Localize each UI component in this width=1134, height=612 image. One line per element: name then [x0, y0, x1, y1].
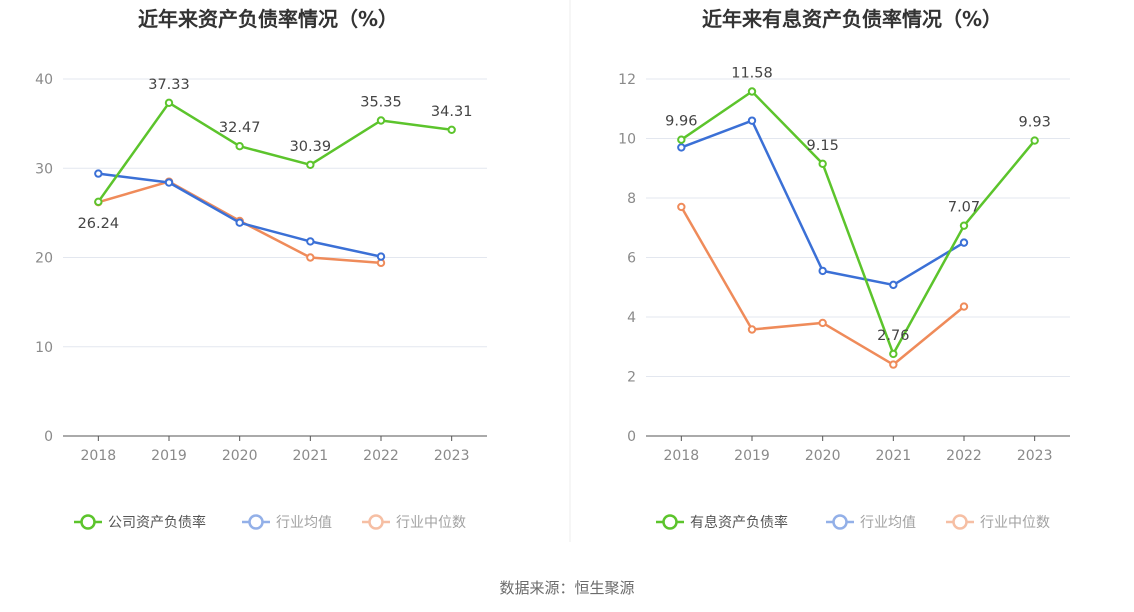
- legend-label: 行业中位数: [980, 515, 1050, 531]
- data-point: [889, 360, 898, 369]
- data-point: [235, 142, 244, 151]
- legend-item: 公司资产负债率: [74, 514, 206, 531]
- y-tick-label: 10: [618, 132, 636, 148]
- data-point: [959, 238, 969, 247]
- legend-label: 行业均值: [860, 515, 916, 531]
- data-point: [959, 221, 969, 230]
- x-tick-label: 2022: [946, 448, 982, 464]
- data-point: [818, 318, 827, 328]
- data-label: 7.07: [948, 200, 980, 216]
- x-tick-label: 2022: [363, 448, 399, 464]
- legend-item: 行业均值: [242, 514, 332, 531]
- data-point: [164, 178, 174, 187]
- legend-swatch-marker: [368, 514, 384, 530]
- x-tick-label: 2019: [734, 448, 770, 464]
- series-line-company: [97, 101, 452, 203]
- x-tick-label: 2023: [1017, 448, 1053, 464]
- chart-title: 近年来有息资产负债率情况（%）: [702, 7, 1002, 31]
- data-label: 9.15: [807, 138, 839, 154]
- debt-ratio-chart: 近年来资产负债率情况（%） 0 10 20 30 40 2018 2019 2020 2021 20…: [35, 7, 487, 531]
- data-point: [818, 266, 827, 276]
- data-source-note: 数据来源：恒生聚源: [499, 579, 634, 597]
- y-tick-label: 2: [627, 370, 636, 386]
- legend-label: 行业中位数: [396, 515, 466, 531]
- y-tick-label: 0: [627, 429, 636, 445]
- chart-title: 近年来资产负债率情况（%）: [138, 7, 398, 31]
- x-tick-label: 2021: [876, 448, 912, 464]
- x-tick-label: 2020: [805, 448, 841, 464]
- legend-label: 公司资产负债率: [108, 514, 206, 531]
- x-tick-label: 2023: [434, 448, 470, 464]
- y-tick-label: 10: [35, 340, 53, 356]
- data-label: 30.39: [290, 139, 332, 155]
- legend-swatch-marker: [832, 514, 848, 530]
- data-point: [447, 125, 456, 134]
- data-label: 37.33: [148, 77, 190, 93]
- x-tick-label: 2018: [81, 448, 117, 464]
- y-tick-label: 30: [35, 161, 53, 177]
- legend-swatch-marker: [80, 514, 96, 530]
- legend-item: 有息资产负债率: [656, 514, 788, 531]
- y-tick-label: 12: [618, 72, 636, 88]
- data-point: [677, 143, 686, 152]
- legend-swatch-marker: [952, 514, 968, 530]
- y-tick-label: 0: [44, 429, 53, 445]
- y-tick-label: 6: [627, 251, 636, 267]
- data-label: 11.58: [731, 65, 773, 81]
- data-point: [164, 98, 174, 108]
- data-label: 26.24: [78, 216, 120, 232]
- data-label: 9.93: [1019, 115, 1051, 131]
- data-label: 32.47: [219, 120, 261, 136]
- legend-swatch-marker: [248, 514, 264, 530]
- data-label: 2.76: [877, 328, 909, 344]
- data-point: [376, 252, 386, 261]
- data-point: [818, 159, 827, 168]
- data-point: [747, 87, 757, 96]
- y-tick-label: 4: [627, 310, 636, 326]
- data-point: [1030, 136, 1039, 145]
- data-point: [94, 197, 103, 207]
- y-tick-label: 40: [35, 72, 53, 88]
- data-point: [889, 280, 898, 290]
- data-point: [306, 160, 315, 169]
- legend-item: 行业中位数: [946, 514, 1050, 531]
- data-point: [889, 349, 898, 359]
- series-line-industry-median: [680, 206, 965, 366]
- data-label: 34.31: [431, 104, 473, 120]
- x-tick-label: 2019: [151, 448, 187, 464]
- x-tick-label: 2018: [664, 448, 700, 464]
- data-point: [747, 325, 757, 334]
- legend-item: 行业中位数: [362, 514, 466, 531]
- x-tick-label: 2021: [293, 448, 329, 464]
- legend-label: 行业均值: [276, 515, 332, 531]
- y-tick-label: 8: [627, 191, 636, 207]
- legend-item: 行业均值: [826, 514, 916, 531]
- interest-bearing-debt-ratio-chart: 近年来有息资产负债率情况（%） 0 2 4 6 8 10 12 2018 2019 2020 2021…: [618, 7, 1070, 531]
- data-point: [677, 135, 686, 144]
- data-point: [959, 302, 969, 311]
- series-line-industry-mean: [98, 172, 382, 258]
- y-tick-label: 20: [35, 251, 53, 267]
- legend-label: 有息资产负债率: [690, 514, 788, 531]
- data-point: [306, 253, 315, 262]
- data-point: [677, 202, 686, 212]
- data-point: [376, 116, 386, 125]
- data-label: 9.96: [665, 114, 697, 130]
- data-point: [94, 169, 103, 178]
- data-point: [747, 116, 757, 125]
- data-point: [235, 218, 244, 227]
- series-line-company: [680, 90, 1036, 356]
- data-point: [306, 237, 315, 246]
- x-tick-label: 2020: [222, 448, 258, 464]
- legend-swatch-marker: [662, 514, 678, 530]
- data-label: 35.35: [360, 95, 402, 111]
